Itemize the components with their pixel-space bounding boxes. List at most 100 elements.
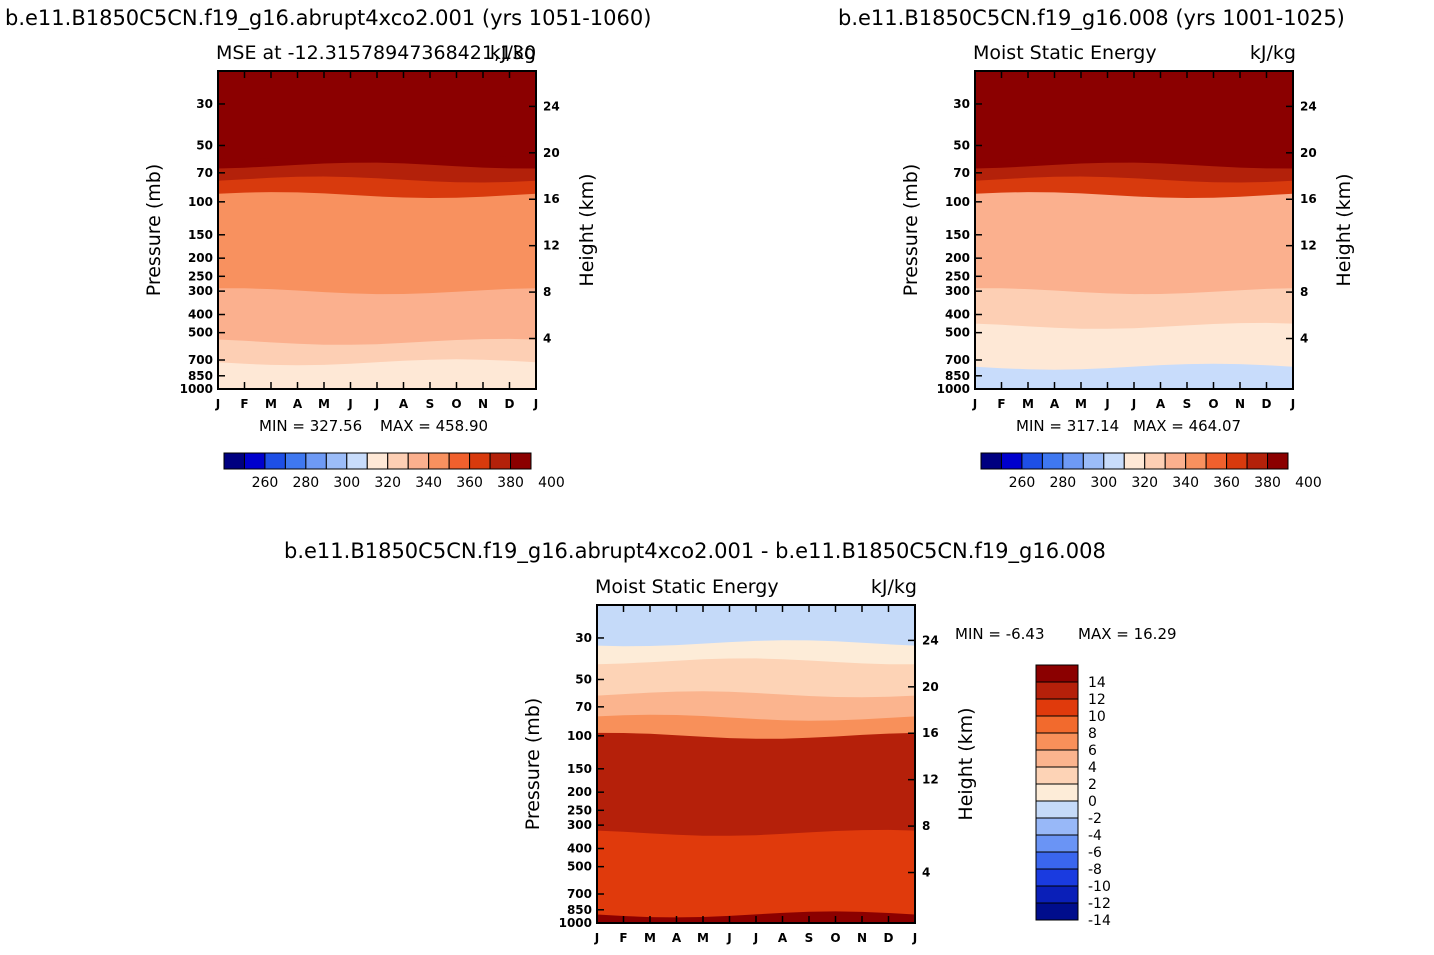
- colorbar-label: 300: [1090, 475, 1117, 491]
- colorbar-swatch: [284, 452, 307, 470]
- panel-difference: b.e11.B1850C5CN.f19_g16.abrupt4xco2.001 …: [284, 539, 1177, 945]
- colorbar-swatch: [1035, 783, 1079, 802]
- y2-tick-label: 16: [922, 726, 939, 740]
- panel-control: b.e11.B1850C5CN.f19_g16.008 (yrs 1001-10…: [838, 6, 1355, 491]
- y-tick-label: 300: [567, 818, 592, 832]
- colorbar-label: 360: [1213, 475, 1240, 491]
- colorbar-label: 280: [292, 475, 319, 491]
- colorbar-label: 360: [456, 475, 483, 491]
- y-tick-label: 250: [567, 803, 592, 817]
- y2-tick-label: 4: [922, 866, 930, 880]
- colorbar-label: 280: [1049, 475, 1076, 491]
- y-tick-label: 150: [188, 228, 213, 242]
- panel-title: b.e11.B1850C5CN.f19_g16.abrupt4xco2.001 …: [5, 6, 651, 31]
- colorbar-swatch: [1035, 749, 1079, 768]
- y-tick-label: 250: [945, 269, 970, 283]
- colorbar-label: 6: [1088, 743, 1097, 759]
- y-tick-label: 250: [188, 269, 213, 283]
- y-tick-label: 30: [575, 631, 592, 645]
- colorbar-label: 260: [1009, 475, 1036, 491]
- colorbar-label: 320: [374, 475, 401, 491]
- y-tick-label: 300: [188, 284, 213, 298]
- colorbar-swatch: [1062, 452, 1084, 470]
- x-tick-label: S: [805, 931, 814, 945]
- x-tick-label: A: [293, 397, 303, 411]
- y-tick-label: 850: [945, 369, 970, 383]
- colorbar-swatch: [489, 452, 512, 470]
- colorbar-label: 340: [1172, 475, 1199, 491]
- colorbar-swatch: [1035, 800, 1079, 819]
- panel-title: b.e11.B1850C5CN.f19_g16.008 (yrs 1001-10…: [838, 6, 1345, 31]
- colorbar-swatch: [1246, 452, 1269, 470]
- x-tick-label: J: [972, 397, 977, 411]
- colorbar-label: 14: [1088, 675, 1106, 691]
- panel-units: kJ/kg: [1250, 42, 1296, 64]
- y-tick-label: 500: [567, 860, 592, 874]
- x-tick-label: J: [594, 931, 599, 945]
- y2-tick-label: 20: [543, 146, 560, 160]
- min-value: MIN = 327.56: [259, 417, 362, 435]
- y2-axis-label: Height (km): [1333, 173, 1355, 286]
- y-tick-label: 150: [567, 762, 592, 776]
- min-value: MIN = 317.14: [1016, 417, 1119, 435]
- panel-units: kJ/kg: [490, 42, 536, 64]
- colorbar-swatch: [305, 452, 327, 470]
- colorbar-swatch: [1226, 452, 1248, 470]
- x-tick-label: M: [697, 931, 709, 945]
- colorbar-swatch: [469, 452, 491, 470]
- colorbar-swatch: [448, 452, 471, 470]
- x-tick-label: M: [1075, 397, 1087, 411]
- y-tick-label: 150: [945, 228, 970, 242]
- colorbar-swatch: [1035, 885, 1079, 904]
- x-tick-label: F: [997, 397, 1005, 411]
- y-tick-label: 50: [575, 672, 592, 686]
- x-tick-label: A: [399, 397, 409, 411]
- colorbar-swatch: [1267, 452, 1289, 470]
- colorbar-label: 8: [1088, 726, 1097, 742]
- colorbar-label: 4: [1088, 760, 1097, 776]
- colorbar-swatch: [264, 452, 286, 470]
- colorbar-label: 340: [415, 475, 442, 491]
- y-tick-label: 70: [953, 166, 970, 180]
- colorbar-swatch: [1035, 681, 1079, 700]
- colorbar-swatch: [980, 452, 1002, 470]
- colorbar-swatch: [1205, 452, 1228, 470]
- colorbar-label: 400: [1295, 475, 1322, 491]
- y2-tick-label: 8: [922, 819, 930, 833]
- panel-title: b.e11.B1850C5CN.f19_g16.abrupt4xco2.001 …: [284, 539, 1106, 564]
- y-tick-label: 100: [945, 195, 970, 209]
- colorbar-label: 400: [538, 475, 565, 491]
- y-tick-label: 850: [567, 903, 592, 917]
- y-tick-label: 700: [945, 353, 970, 367]
- colorbar-swatch: [1123, 452, 1146, 470]
- y-tick-label: 300: [945, 284, 970, 298]
- contour-fill: [218, 71, 536, 389]
- colorbar-label: 320: [1131, 475, 1158, 491]
- x-tick-label: J: [215, 397, 220, 411]
- y-axis-label: Pressure (mb): [143, 164, 165, 297]
- colorbar-swatch: [223, 452, 245, 470]
- contour-band: [597, 829, 915, 923]
- x-tick-label: J: [374, 397, 379, 411]
- y-tick-label: 200: [945, 251, 970, 265]
- y-tick-label: 700: [567, 887, 592, 901]
- x-tick-label: S: [426, 397, 435, 411]
- x-tick-label: M: [644, 931, 656, 945]
- colorbar-swatch: [1103, 452, 1125, 470]
- colorbar-label: 380: [497, 475, 524, 491]
- y-tick-label: 50: [953, 138, 970, 152]
- colorbar-swatch: [366, 452, 389, 470]
- colorbar-swatch: [1021, 452, 1043, 470]
- y2-tick-label: 8: [543, 285, 551, 299]
- contour-fill: [975, 71, 1293, 389]
- colorbar-swatch: [1041, 452, 1064, 470]
- x-tick-label: D: [1262, 397, 1272, 411]
- y2-axis-label: Height (km): [955, 707, 977, 820]
- colorbar-label: 10: [1088, 709, 1106, 725]
- x-tick-label: A: [1156, 397, 1166, 411]
- colorbar-swatch: [1035, 664, 1079, 683]
